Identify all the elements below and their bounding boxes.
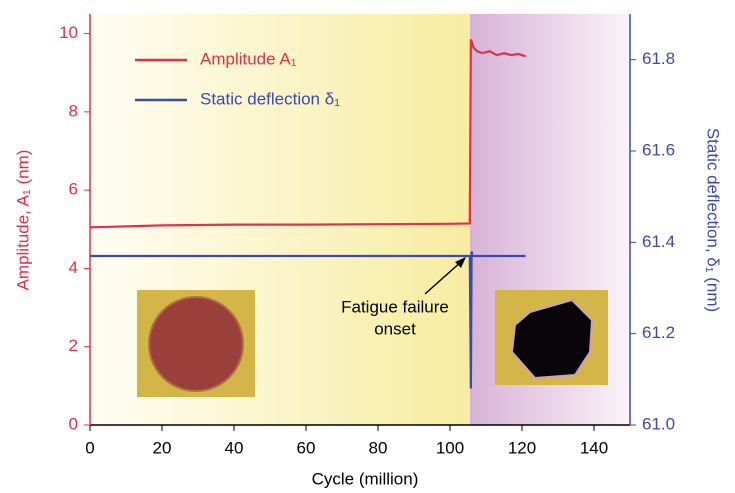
annotation-arrow <box>424 260 463 295</box>
inset-intact <box>137 290 255 397</box>
y2-tick-label: 61.2 <box>642 323 675 342</box>
x-tick-label: 80 <box>369 438 388 457</box>
x-tick-label: 60 <box>297 438 316 457</box>
y-tick-label: 10 <box>59 23 78 42</box>
x-tick-label: 100 <box>436 438 464 457</box>
x-tick-label: 40 <box>225 438 244 457</box>
y2-tick-label: 61.8 <box>642 49 675 68</box>
annotation: Fatigue failure <box>341 297 449 316</box>
annotation: onset <box>374 319 416 338</box>
x-axis-label: Cycle (million) <box>312 469 419 488</box>
x-tick-label: 140 <box>580 438 608 457</box>
y-tick-label: 2 <box>69 336 78 355</box>
arrow-head <box>455 257 466 268</box>
y-tick-label: 0 <box>69 414 78 433</box>
y-axis-label: Amplitude, A₁ (nm) <box>13 150 32 291</box>
x-tick-label: 0 <box>85 438 94 457</box>
y2-tick-label: 61.4 <box>642 232 675 251</box>
series-line <box>89 39 526 229</box>
y2-axis-label: Static deflection, δ₁ (nm) <box>704 128 723 312</box>
y-tick-label: 4 <box>69 258 78 277</box>
x-tick-label: 20 <box>153 438 172 457</box>
y-tick-label: 6 <box>69 180 78 199</box>
legend-label: Amplitude A₁ <box>200 49 297 68</box>
legend-label: Static deflection δ₁ <box>200 89 340 108</box>
y2-tick-label: 61.0 <box>642 414 675 433</box>
inset-failed <box>495 290 608 385</box>
y2-tick-label: 61.6 <box>642 140 675 159</box>
x-tick-label: 120 <box>508 438 536 457</box>
y-tick-label: 8 <box>69 101 78 120</box>
